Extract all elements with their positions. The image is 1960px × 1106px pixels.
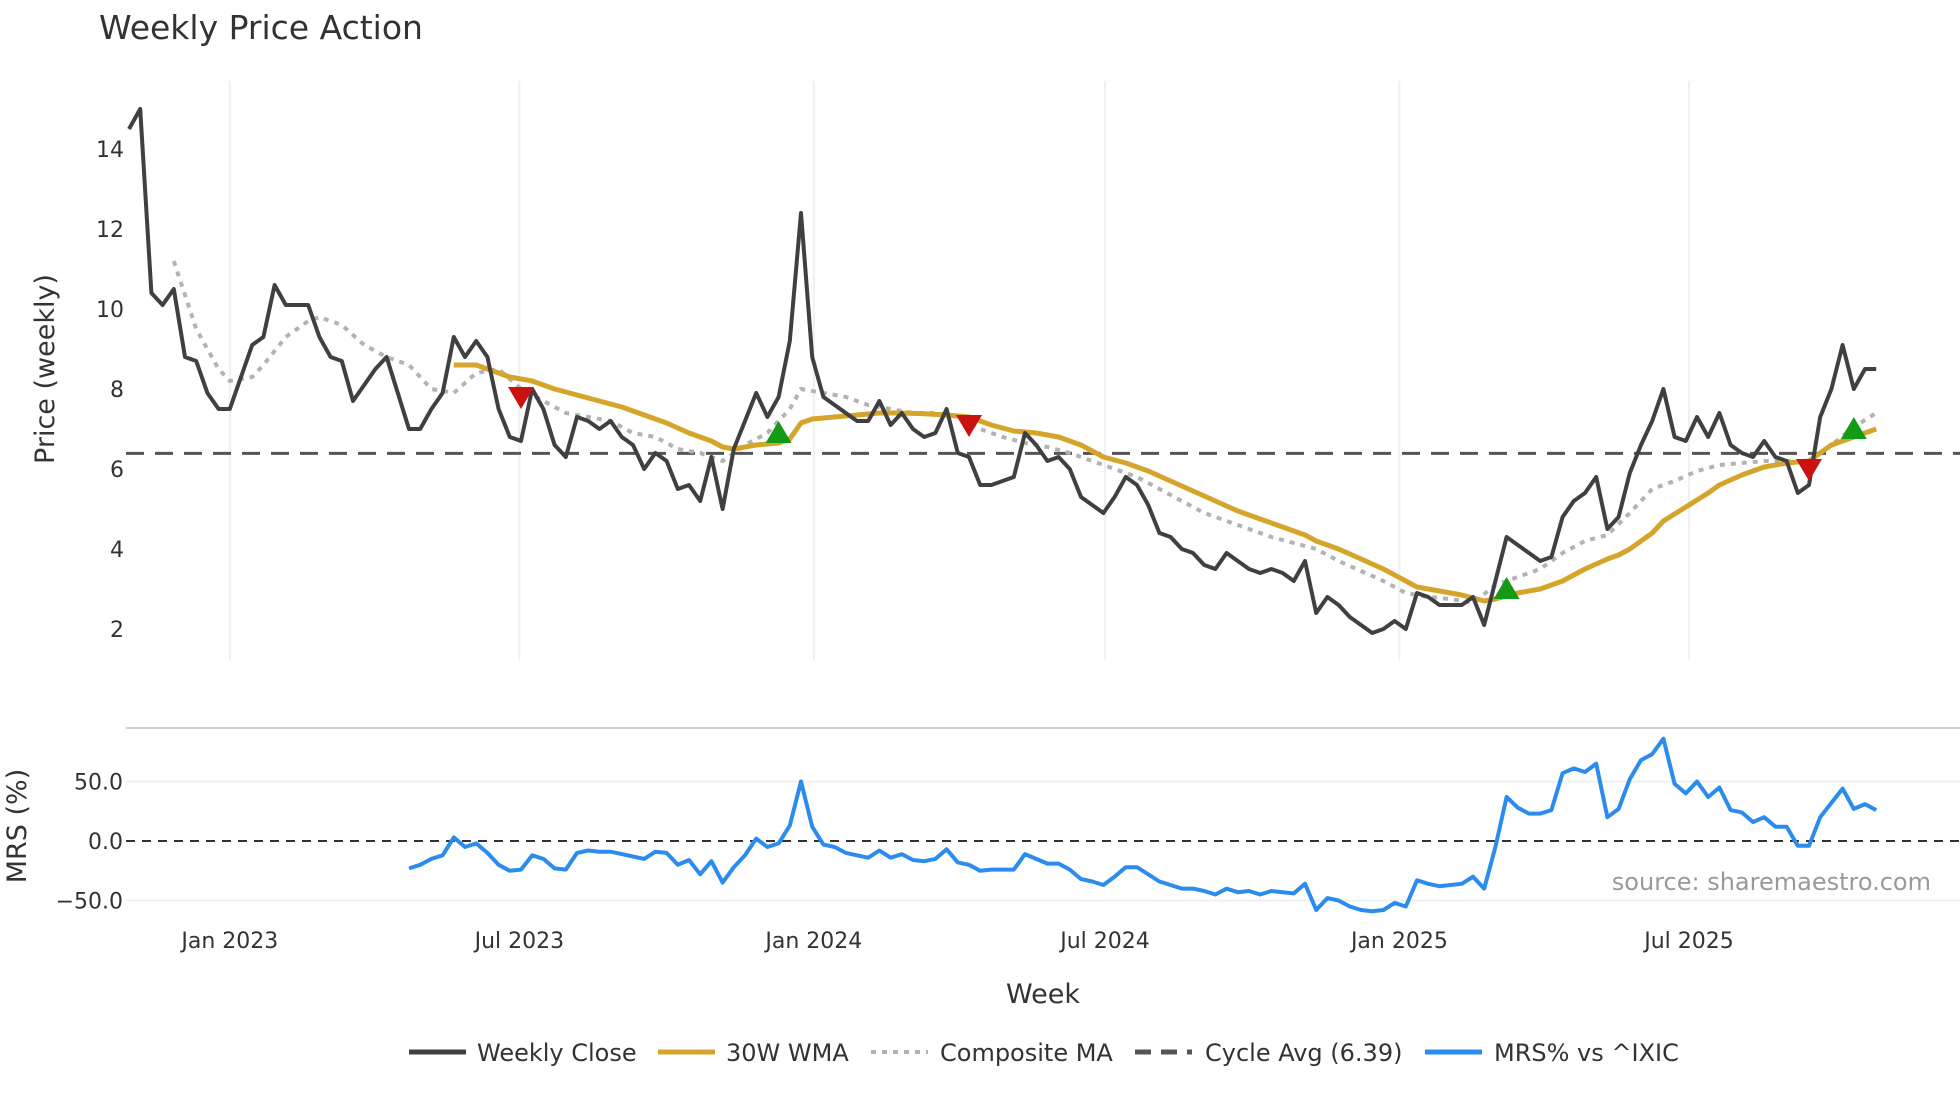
price-tick-label: 8 [110, 378, 124, 403]
composite-ma-line [171, 260, 1878, 606]
price-tick-label: 14 [96, 138, 124, 163]
chart-title: Weekly Price Action [99, 8, 423, 47]
mrs-tick-label: 0.0 [88, 830, 123, 855]
buy-signal-marker [1493, 577, 1520, 599]
buy-signal-marker [765, 421, 792, 443]
mrs-panel: 50.0 0.0 −50.0 [56, 736, 1960, 915]
x-axis: Jan 2023 Jul 2023 Jan 2024 Jul 2024 Jan 2025… [179, 929, 1733, 954]
buy-signal-marker [1840, 417, 1867, 439]
source-annotation: source: sharemaestro.com [1612, 868, 1931, 896]
legend-label: Weekly Close [477, 1039, 637, 1067]
x-tick-label: Jul 2023 [473, 929, 565, 954]
x-tick-label: Jan 2023 [179, 929, 278, 954]
legend: Weekly Close 30W WMA Composite MA Cycle Avg… [409, 1039, 1679, 1067]
mrs-tick-label: −50.0 [56, 890, 123, 915]
x-tick-label: Jan 2025 [1349, 929, 1448, 954]
price-tick-label: 10 [96, 298, 124, 323]
x-tick-label: Jan 2024 [763, 929, 862, 954]
wma-30w-line [453, 362, 1878, 604]
price-tick-label: 4 [110, 538, 124, 563]
price-tick-label: 12 [96, 218, 124, 243]
mrs-line [408, 736, 1878, 914]
price-tick-label: 6 [110, 458, 124, 483]
sell-signal-marker [956, 415, 982, 437]
sell-signal-marker [508, 387, 534, 409]
grid-lines [228, 81, 1690, 660]
price-panel: 2 4 6 8 10 12 14 [96, 107, 1960, 643]
x-tick-label: Jul 2024 [1058, 929, 1150, 954]
legend-label: Composite MA [940, 1039, 1113, 1067]
legend-label: MRS% vs ^IXIC [1494, 1039, 1679, 1067]
mrs-axis-title: MRS (%) [2, 769, 33, 884]
legend-label: Cycle Avg (6.39) [1205, 1039, 1402, 1067]
sell-signal-marker [1796, 459, 1822, 481]
x-tick-label: Jul 2025 [1642, 929, 1734, 954]
legend-label: 30W WMA [726, 1039, 849, 1067]
weekly-close-line [127, 107, 1877, 635]
price-axis-title: Price (weekly) [30, 274, 61, 464]
price-tick-label: 2 [110, 618, 124, 643]
mrs-tick-label: 50.0 [74, 771, 123, 796]
x-axis-title: Week [1006, 979, 1080, 1010]
